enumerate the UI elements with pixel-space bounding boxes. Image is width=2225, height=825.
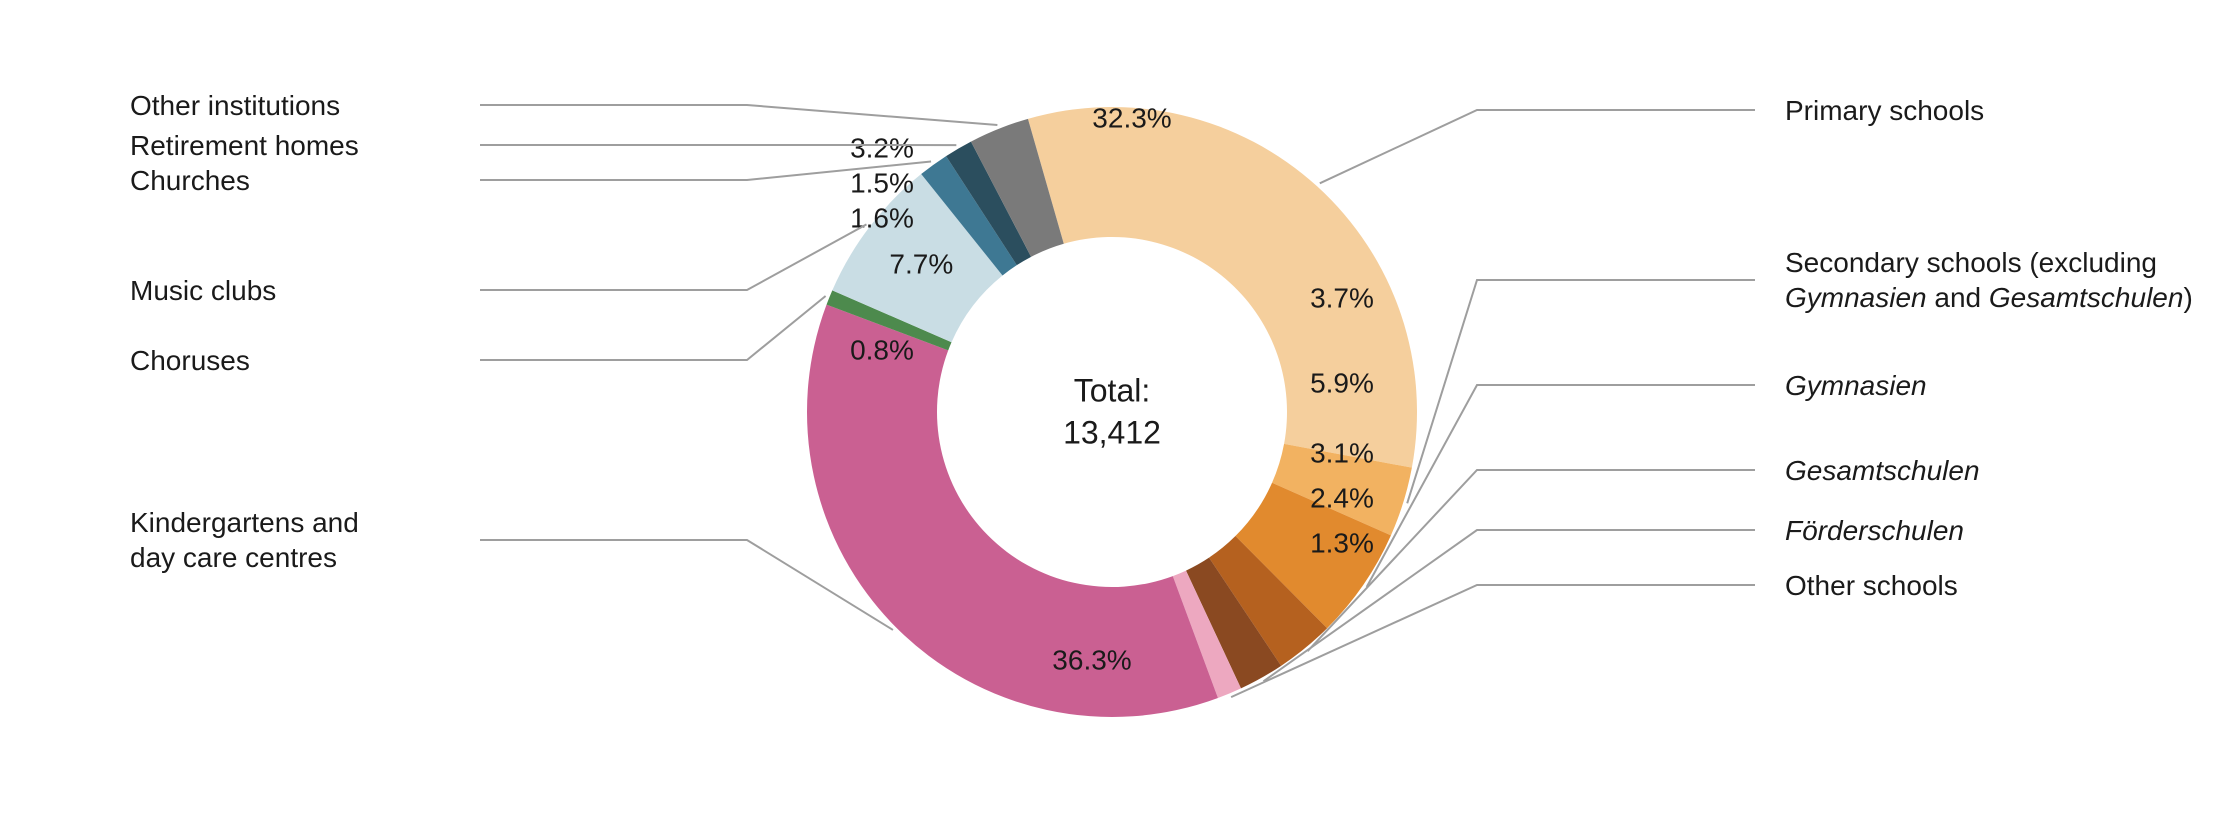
callout-secondary-mid: and	[1927, 282, 1989, 313]
slice-pct-musicclubs: 7.7%	[889, 249, 953, 280]
callout-choruses: Choruses	[130, 343, 250, 378]
leader-line	[480, 105, 997, 125]
leader-line	[1320, 110, 1755, 183]
callout-secondary-post: )	[2183, 282, 2192, 313]
callout-churches-plain: Churches	[130, 165, 250, 196]
slice-pct-gesamt: 3.1%	[1310, 437, 1374, 468]
callout-primary: Primary schools	[1785, 93, 1984, 128]
callout-kinder: Kindergartens and day care centres	[130, 505, 359, 575]
callout-gymnasien-italic: Gymnasien	[1785, 370, 1927, 401]
slice-pct-foerder: 2.4%	[1310, 482, 1374, 513]
callout-retirement: Retirement homes	[130, 128, 359, 163]
donut-chart: 32.3% 3.7% 5.9% 3.1% 2.4% 1.3% 36.3% 0.8% 7.7% 1.…	[0, 0, 2225, 825]
slice-pct-retirement: 1.5%	[850, 167, 914, 198]
callout-kinder-plain: Kindergartens and	[130, 507, 359, 538]
callout-gesamt: Gesamtschulen	[1785, 453, 1980, 488]
callout-otherinst-plain: Other institutions	[130, 90, 340, 121]
callout-otherinst: Other institutions	[130, 88, 340, 123]
callout-secondary-pre: Secondary schools (excluding	[1785, 247, 2157, 278]
callout-foerder-italic: Förderschulen	[1785, 515, 1964, 546]
callout-foerder: Förderschulen	[1785, 513, 1964, 548]
slice-pct-primary: 32.3%	[1092, 102, 1171, 133]
callout-gesamt-italic: Gesamtschulen	[1785, 455, 1980, 486]
slice-kinder	[807, 305, 1218, 717]
leader-line	[480, 224, 866, 290]
leader-line	[1367, 385, 1755, 587]
callout-kinder-plain-l1: day care centres	[130, 542, 337, 573]
slice-pct-gymnasien: 5.9%	[1310, 367, 1374, 398]
slice-pct-choruses: 0.8%	[850, 334, 914, 365]
callout-churches: Churches	[130, 163, 250, 198]
leader-line	[480, 540, 893, 630]
leader-line	[480, 296, 826, 360]
slice-pct-kinder: 36.3%	[1052, 644, 1131, 675]
callout-secondary: Secondary schools (excluding Gymnasien an…	[1785, 245, 2193, 315]
slice-pct-otherschools: 1.3%	[1310, 527, 1374, 558]
callout-primary-plain: Primary schools	[1785, 95, 1984, 126]
callout-musicclubs-plain: Music clubs	[130, 275, 276, 306]
callout-secondary-it2: Gesamtschulen	[1989, 282, 2184, 313]
center-line2: 13,412	[1063, 414, 1161, 450]
slice-pct-secondary: 3.7%	[1310, 282, 1374, 313]
callout-musicclubs: Music clubs	[130, 273, 276, 308]
callout-otherschools: Other schools	[1785, 568, 1958, 603]
center-line1: Total:	[1074, 372, 1150, 408]
callout-gymnasien: Gymnasien	[1785, 368, 1927, 403]
slice-pct-otherinst: 3.2%	[850, 132, 914, 163]
callout-otherschools-plain: Other schools	[1785, 570, 1958, 601]
donut-center-label: Total: 13,412	[1063, 370, 1161, 453]
callout-choruses-plain: Choruses	[130, 345, 250, 376]
callout-secondary-it1: Gymnasien	[1785, 282, 1927, 313]
callout-retirement-plain: Retirement homes	[130, 130, 359, 161]
